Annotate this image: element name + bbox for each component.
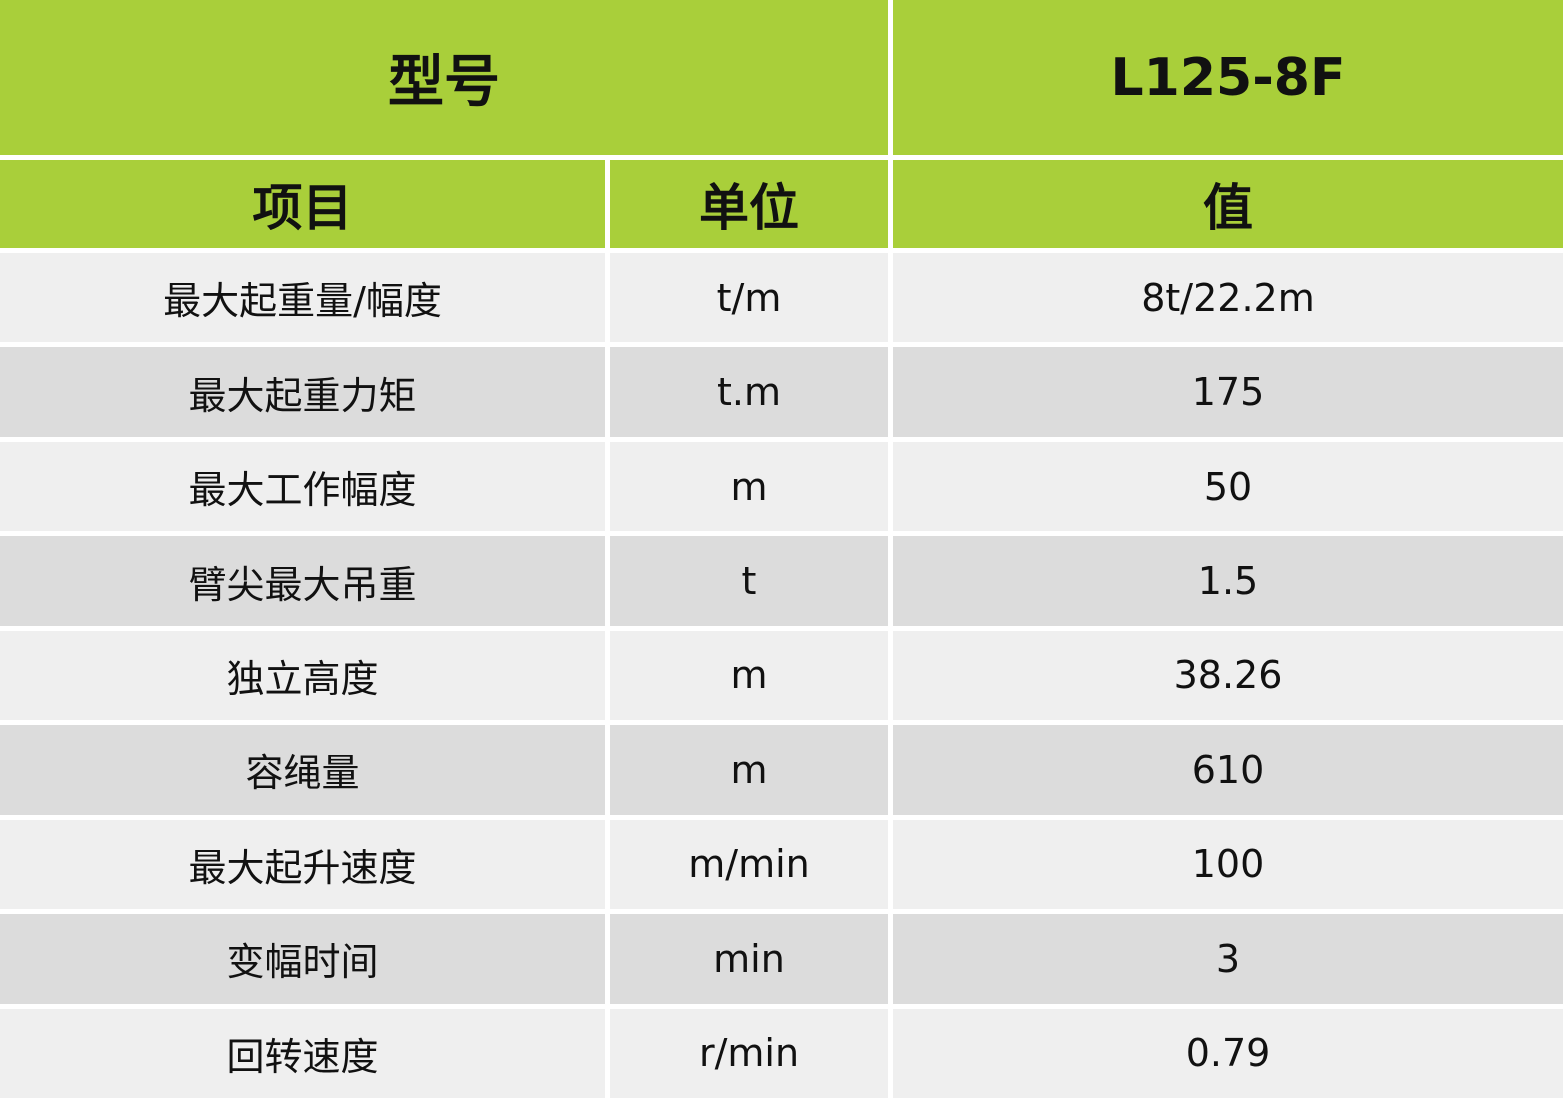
column-header-item: 项目 — [0, 160, 605, 248]
table-cell-unit: t — [610, 536, 888, 626]
table-cell-item: 臂尖最大吊重 — [0, 536, 605, 626]
table-cell-unit: t/m — [610, 253, 888, 343]
model-value: L125-8F — [893, 0, 1563, 155]
table-cell-unit: min — [610, 914, 888, 1004]
table-cell-value: 8t/22.2m — [893, 253, 1563, 343]
table-cell-item: 变幅时间 — [0, 914, 605, 1004]
table-cell-value: 610 — [893, 725, 1563, 815]
table-cell-value: 3 — [893, 914, 1563, 1004]
table-cell-item: 最大起升速度 — [0, 819, 605, 910]
table-cell-value: 38.26 — [893, 630, 1563, 721]
table-cell-value: 50 — [893, 441, 1563, 532]
model-label: 型号 — [0, 0, 888, 155]
table-cell-item: 最大起重量/幅度 — [0, 253, 605, 343]
column-header-value: 值 — [893, 160, 1563, 248]
table-cell-unit: m — [610, 441, 888, 532]
table-cell-item: 容绳量 — [0, 725, 605, 815]
table-cell-value: 0.79 — [893, 1008, 1563, 1098]
table-cell-value: 100 — [893, 819, 1563, 910]
table-cell-value: 175 — [893, 347, 1563, 437]
table-cell-item: 回转速度 — [0, 1008, 605, 1098]
table-cell-value: 1.5 — [893, 536, 1563, 626]
table-cell-unit: r/min — [610, 1008, 888, 1098]
table-cell-item: 独立高度 — [0, 630, 605, 721]
table-cell-unit: t.m — [610, 347, 888, 437]
table-cell-item: 最大工作幅度 — [0, 441, 605, 532]
table-cell-unit: m — [610, 630, 888, 721]
table-cell-unit: m/min — [610, 819, 888, 910]
table-cell-item: 最大起重力矩 — [0, 347, 605, 437]
column-header-unit: 单位 — [610, 160, 888, 248]
table-cell-unit: m — [610, 725, 888, 815]
